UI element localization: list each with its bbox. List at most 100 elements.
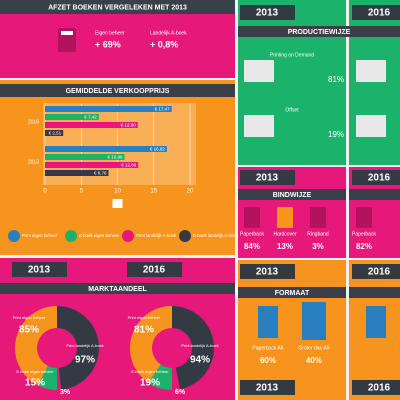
year-box: [352, 380, 400, 395]
year-label: 2016: [368, 8, 391, 19]
binding-value: 82%: [356, 242, 372, 251]
bar: [45, 130, 64, 136]
slice-label: Print landelijk A-boek: [66, 343, 103, 348]
bar: [45, 146, 167, 152]
bar-label: € 17,47: [155, 106, 171, 111]
slice-label: Print eigen beheer: [128, 315, 161, 320]
format-label: Groter dan A5: [298, 345, 329, 351]
section-band: [238, 189, 346, 200]
format-icon: [302, 302, 326, 340]
group-label: 2016: [28, 119, 39, 125]
section-band: [0, 283, 235, 294]
column-divider: [346, 0, 349, 400]
x-tick-label: 10: [114, 189, 121, 195]
x-tick-label: 15: [150, 189, 157, 195]
production-value: 81%: [328, 75, 344, 84]
book-icon-label: [61, 31, 73, 35]
legend-label: E-boek landelijk A-boek: [193, 233, 239, 238]
sales-label: Eigen beheer: [95, 30, 125, 36]
donut-segment: [148, 364, 172, 390]
format-value: 40%: [306, 356, 322, 365]
binding-label: Hardcover: [273, 231, 296, 237]
year-box: [352, 264, 400, 279]
group-label: 2013: [28, 159, 39, 165]
slice-value: 6%: [175, 389, 186, 396]
slice-value: 3%: [60, 389, 71, 396]
format-label: Paperback A5: [252, 345, 283, 351]
slice-value: 15%: [25, 378, 45, 389]
section-title: BINDWIJZE: [273, 192, 312, 199]
bar: [45, 106, 172, 112]
x-tick-label: 5: [80, 189, 84, 195]
year-label: 2016: [368, 173, 391, 184]
section-title: MARKTAANDEEL: [88, 286, 147, 293]
x-axis-label: €: [116, 202, 120, 208]
slice-label: E-boek eigen beheer: [16, 369, 54, 374]
machine-icon: [356, 115, 386, 137]
section-band: [0, 0, 235, 14]
legend-label: E-boek eigen beheer: [79, 233, 119, 238]
bar-label: € 10,96: [107, 154, 123, 159]
year-label: 2013: [28, 265, 51, 276]
legend-swatch: [65, 230, 77, 242]
production-panel: [238, 0, 400, 165]
sales-value: + 0,8%: [150, 39, 178, 49]
legend-label: Print landelijk A-boek: [136, 233, 177, 238]
section-band: [349, 287, 400, 298]
legend-swatch: [122, 230, 134, 242]
binding-value: 84%: [244, 242, 260, 251]
year-box: [127, 262, 182, 277]
book-icon: [277, 207, 293, 228]
legend-label: Print eigen beheer: [22, 233, 58, 238]
year-box: [240, 5, 295, 20]
year-label: 2013: [256, 173, 279, 184]
year-box: [352, 170, 400, 185]
binding-value: 3%: [312, 242, 324, 251]
section-title: GEMIDDELDE VERKOOPPRIJS: [66, 88, 170, 95]
binding-value: 13%: [277, 242, 293, 251]
machine-icon: [244, 115, 274, 137]
book-icon: [310, 207, 326, 228]
year-label: 2016: [368, 383, 391, 394]
year-box: [240, 380, 295, 395]
section-band: [238, 287, 346, 298]
year-label: 2013: [256, 8, 279, 19]
sales-label: Landelijk A-boek: [150, 30, 187, 36]
year-box: [240, 264, 295, 279]
donut-segment: [130, 306, 172, 383]
slice-value: 81%: [134, 325, 154, 336]
production-label: Offset: [285, 107, 299, 113]
year-box: [240, 170, 295, 185]
donut-segment: [57, 367, 61, 390]
year-label: 2013: [256, 383, 279, 394]
sales-value: + 69%: [95, 39, 121, 49]
year-label: 2016: [143, 265, 166, 276]
bar-label: € 8,76: [94, 170, 107, 175]
donut-segment: [37, 365, 57, 390]
bar: [45, 154, 125, 160]
year-label: 2016: [368, 267, 391, 278]
slice-value: 85%: [19, 325, 39, 336]
production-value: 19%: [328, 130, 344, 139]
bar-label: € 7,42: [84, 114, 97, 119]
bar-label: € 16,82: [150, 146, 166, 151]
section-band: [238, 26, 400, 37]
book-icon: [356, 207, 372, 228]
section-title: FORMAAT: [275, 290, 310, 297]
binding-label: Ringband: [307, 231, 329, 237]
bar: [45, 114, 99, 120]
x-tick-label: 0: [43, 189, 47, 195]
bar-label: € 2,51: [49, 130, 62, 135]
binding-label: Paperback: [352, 231, 376, 237]
bar: [45, 122, 138, 128]
year-box: [12, 262, 67, 277]
bar: [45, 162, 139, 168]
section-title: AFZET BOEKEN VERGELEKEN MET 2013: [48, 4, 187, 11]
book-icon: [244, 207, 260, 228]
binding-label: Paperback: [240, 231, 264, 237]
donut-segment: [57, 306, 100, 390]
machine-icon: [356, 60, 386, 82]
legend-swatch: [179, 230, 191, 242]
slice-label: E-boek eigen beheer: [131, 369, 169, 374]
